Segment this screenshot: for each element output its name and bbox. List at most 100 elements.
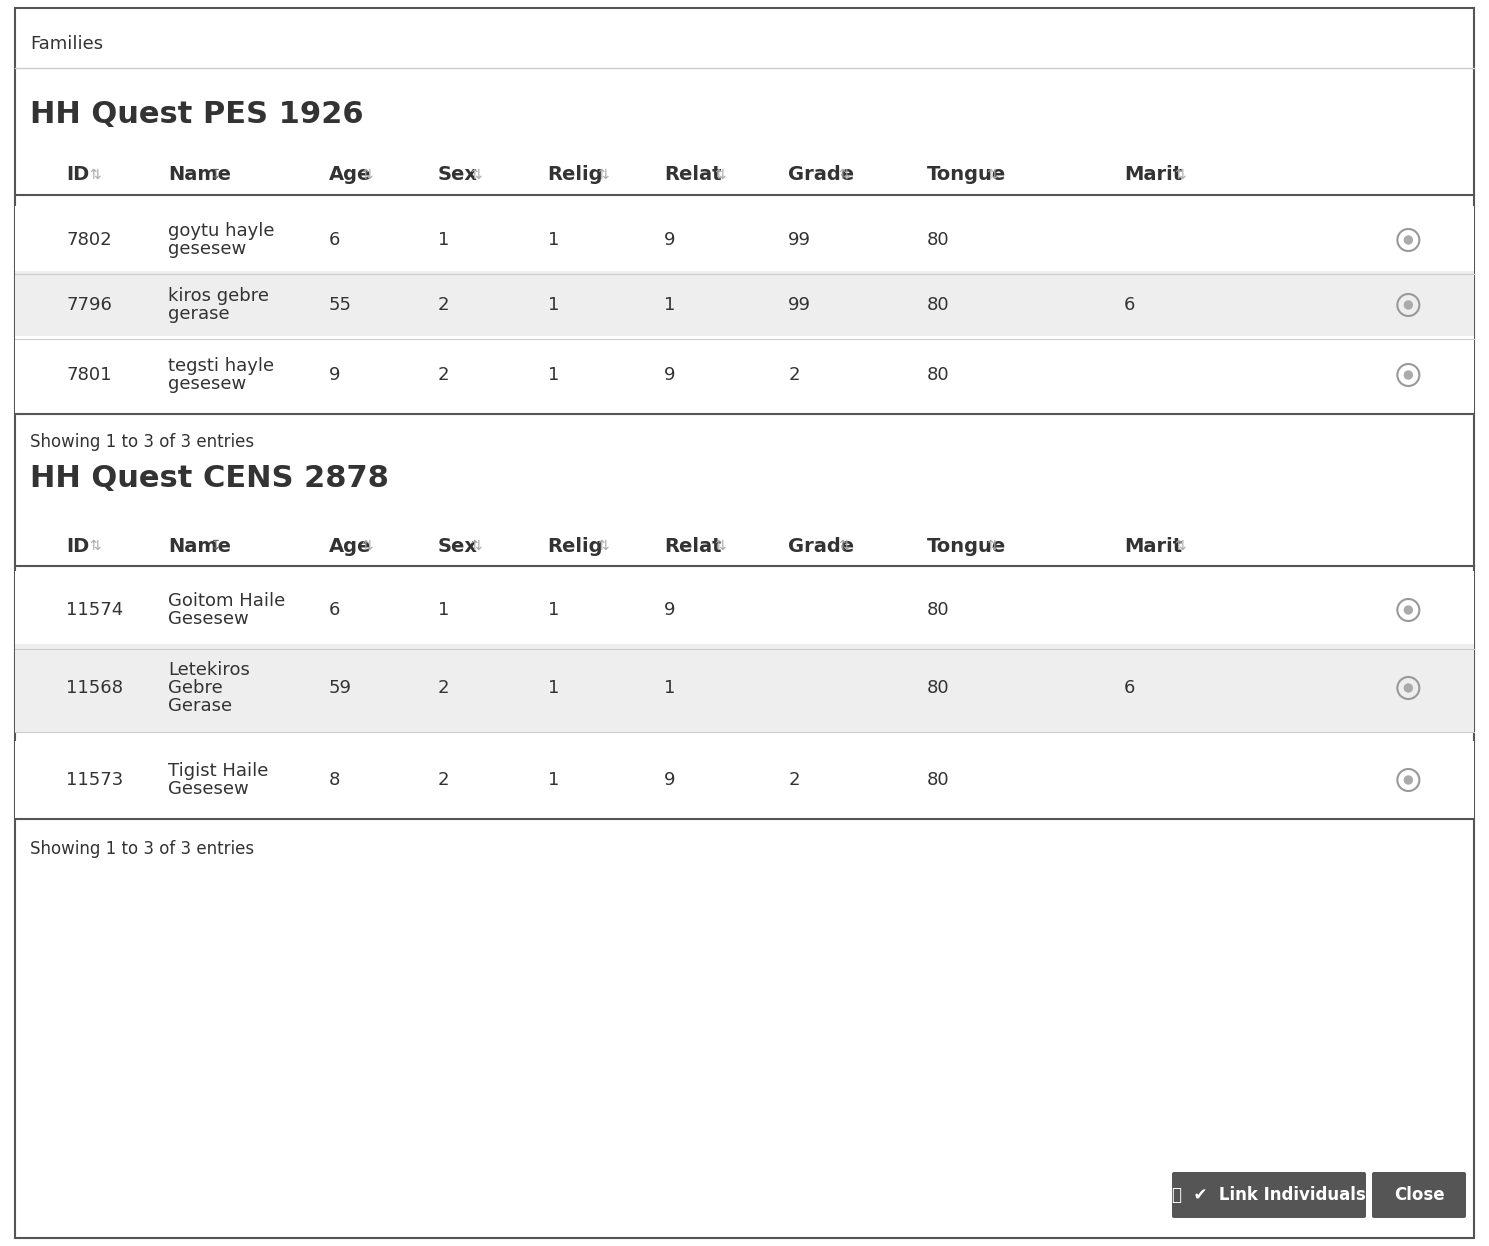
Text: 🔗  ✔  Link Individuals: 🔗 ✔ Link Individuals [1172,1186,1365,1204]
Circle shape [1404,371,1413,379]
Text: Letekiros: Letekiros [168,660,250,679]
Text: Grade: Grade [788,537,855,556]
Text: HH Quest CENS 2878: HH Quest CENS 2878 [30,464,389,493]
Text: 7801: 7801 [66,366,112,384]
Text: gesesew: gesesew [168,375,247,392]
Text: 6: 6 [1124,297,1135,314]
Text: Close: Close [1394,1186,1444,1204]
Text: Tongue: Tongue [926,537,1007,556]
Text: 7796: 7796 [66,297,112,314]
Bar [15,336,1474,414]
Text: ⇅: ⇅ [838,540,850,553]
Text: 1: 1 [438,601,450,619]
Text: 2: 2 [438,366,450,384]
Text: Sex: Sex [438,166,478,184]
Circle shape [1404,684,1413,692]
Text: Goitom Haile: Goitom Haile [168,592,286,611]
Text: Relig: Relig [548,166,603,184]
Text: 9: 9 [664,601,676,619]
Text: Relat: Relat [664,537,722,556]
Text: 9: 9 [664,771,676,789]
Text: Showing 1 to 3 of 3 entries: Showing 1 to 3 of 3 entries [30,434,255,451]
Text: 9: 9 [664,366,676,384]
Bar [15,644,1474,731]
Text: 2: 2 [788,366,800,384]
Text: 80: 80 [926,231,950,249]
Text: Gesesew: Gesesew [168,611,249,628]
Text: ⇅: ⇅ [597,540,609,553]
Text: HH Quest PES 1926: HH Quest PES 1926 [30,100,363,130]
Text: 1: 1 [438,231,450,249]
Text: 6: 6 [1124,679,1135,697]
Text: 1: 1 [548,771,558,789]
Text: ↧: ↧ [208,168,220,182]
Text: 11574: 11574 [66,601,124,619]
Text: 11568: 11568 [66,679,124,697]
Text: Marit: Marit [1124,166,1182,184]
Text: ⇅: ⇅ [838,168,850,182]
Text: ⇅: ⇅ [715,168,725,182]
Text: Tigist Haile: Tigist Haile [168,763,268,780]
Circle shape [1404,302,1413,309]
Text: ID: ID [66,537,89,556]
Text: ⇅: ⇅ [715,540,725,553]
Text: kiros gebre: kiros gebre [168,287,270,305]
Text: 1: 1 [548,679,558,697]
Text: 99: 99 [788,297,812,314]
Text: Name: Name [168,166,231,184]
Text: 1: 1 [548,297,558,314]
Text: Name: Name [168,537,231,556]
Text: Gebre: Gebre [168,679,223,697]
Text: 2: 2 [438,679,450,697]
Circle shape [1404,776,1413,784]
Text: 59: 59 [329,679,351,697]
Text: 80: 80 [926,601,950,619]
Text: gerase: gerase [168,305,229,323]
Bar [15,270,1474,339]
Text: Relat: Relat [664,166,722,184]
Text: 7802: 7802 [66,231,112,249]
Text: 9: 9 [664,231,676,249]
Text: Gerase: Gerase [168,697,232,715]
Text: Sex: Sex [438,537,478,556]
Text: 2: 2 [788,771,800,789]
Text: Age: Age [329,166,371,184]
Text: ⇅: ⇅ [360,540,372,553]
Text: Relig: Relig [548,537,603,556]
Text: ID: ID [66,166,89,184]
Text: ↧: ↧ [208,540,220,553]
Text: ⇅: ⇅ [89,540,101,553]
Text: 99: 99 [788,231,812,249]
Circle shape [1404,606,1413,614]
Text: 6: 6 [329,231,339,249]
Text: 1: 1 [548,601,558,619]
Text: ⇅: ⇅ [597,168,609,182]
Bar [15,571,1474,649]
Text: ⇅: ⇅ [471,540,482,553]
Text: Showing 1 to 3 of 3 entries: Showing 1 to 3 of 3 entries [30,840,255,858]
Text: Gesesew: Gesesew [168,780,249,797]
Text: 6: 6 [329,601,339,619]
Text: 1: 1 [548,231,558,249]
Text: 9: 9 [329,366,339,384]
Text: ⇅: ⇅ [1173,168,1185,182]
Text: Grade: Grade [788,166,855,184]
Text: ⇅: ⇅ [1173,540,1185,553]
Text: 11573: 11573 [66,771,124,789]
Text: 55: 55 [329,297,351,314]
Text: gesesew: gesesew [168,240,247,258]
Text: 1: 1 [548,366,558,384]
Text: 2: 2 [438,297,450,314]
Text: Families: Families [30,35,103,54]
FancyBboxPatch shape [1371,1172,1467,1219]
Text: 8: 8 [329,771,339,789]
Text: ⇅: ⇅ [360,168,372,182]
Text: 80: 80 [926,771,950,789]
Text: 1: 1 [664,297,676,314]
Text: Marit: Marit [1124,537,1182,556]
Text: ⇅: ⇅ [471,168,482,182]
Text: tegsti hayle: tegsti hayle [168,358,274,375]
Text: 80: 80 [926,297,950,314]
Circle shape [1404,235,1413,244]
Text: Tongue: Tongue [926,166,1007,184]
